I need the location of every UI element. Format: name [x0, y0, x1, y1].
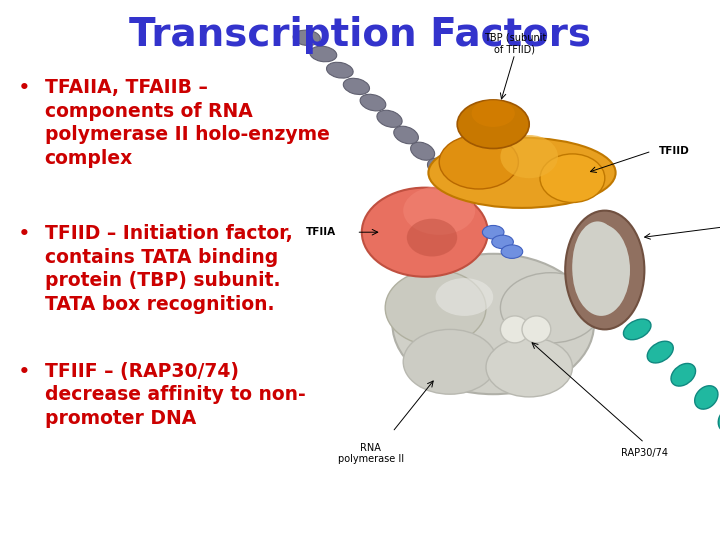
Ellipse shape: [392, 254, 594, 394]
Ellipse shape: [403, 186, 475, 235]
Ellipse shape: [540, 154, 605, 202]
Ellipse shape: [385, 270, 486, 346]
Text: TFIID – Initiation factor,
contains TATA binding
protein (TBP) subunit.
TATA box: TFIID – Initiation factor, contains TATA…: [45, 224, 292, 314]
Text: TFIID: TFIID: [659, 146, 690, 156]
Ellipse shape: [522, 316, 551, 343]
Ellipse shape: [671, 363, 696, 386]
Ellipse shape: [500, 273, 601, 343]
Ellipse shape: [572, 224, 630, 316]
Ellipse shape: [647, 341, 673, 363]
Text: RAP30/74: RAP30/74: [621, 448, 668, 458]
Ellipse shape: [360, 94, 386, 111]
Ellipse shape: [293, 30, 320, 45]
Text: •: •: [18, 78, 31, 98]
Ellipse shape: [482, 226, 504, 239]
Text: TBP (subunit
of TFIID): TBP (subunit of TFIID): [484, 32, 546, 54]
Ellipse shape: [472, 100, 515, 127]
Ellipse shape: [457, 100, 529, 149]
Ellipse shape: [394, 126, 418, 144]
Ellipse shape: [624, 319, 651, 340]
Ellipse shape: [500, 135, 558, 178]
Ellipse shape: [428, 158, 451, 177]
Ellipse shape: [500, 316, 529, 343]
Ellipse shape: [695, 386, 718, 409]
Ellipse shape: [719, 408, 720, 432]
Ellipse shape: [403, 329, 497, 394]
Ellipse shape: [310, 46, 337, 62]
Ellipse shape: [572, 221, 623, 308]
Ellipse shape: [486, 338, 572, 397]
Ellipse shape: [439, 135, 518, 189]
Text: •: •: [18, 224, 31, 244]
Ellipse shape: [436, 278, 493, 316]
Ellipse shape: [492, 235, 513, 248]
Ellipse shape: [327, 62, 353, 78]
Text: TFIIF – (RAP30/74)
decrease affinity to non-
promoter DNA: TFIIF – (RAP30/74) decrease affinity to …: [45, 362, 305, 428]
Ellipse shape: [407, 219, 457, 256]
Ellipse shape: [565, 211, 644, 329]
Ellipse shape: [361, 187, 488, 276]
Ellipse shape: [410, 142, 435, 160]
Text: Transcription Factors: Transcription Factors: [129, 16, 591, 54]
Ellipse shape: [428, 138, 616, 208]
Ellipse shape: [377, 110, 402, 127]
Text: RNA
polymerase II: RNA polymerase II: [338, 443, 404, 464]
Ellipse shape: [343, 78, 369, 94]
Text: TFAIIA, TFAIIB –
components of RNA
polymerase II holo-enzyme
complex: TFAIIA, TFAIIB – components of RNA polym…: [45, 78, 330, 168]
Text: TFIIA: TFIIA: [306, 227, 336, 237]
Ellipse shape: [501, 245, 523, 258]
Text: •: •: [18, 362, 31, 382]
